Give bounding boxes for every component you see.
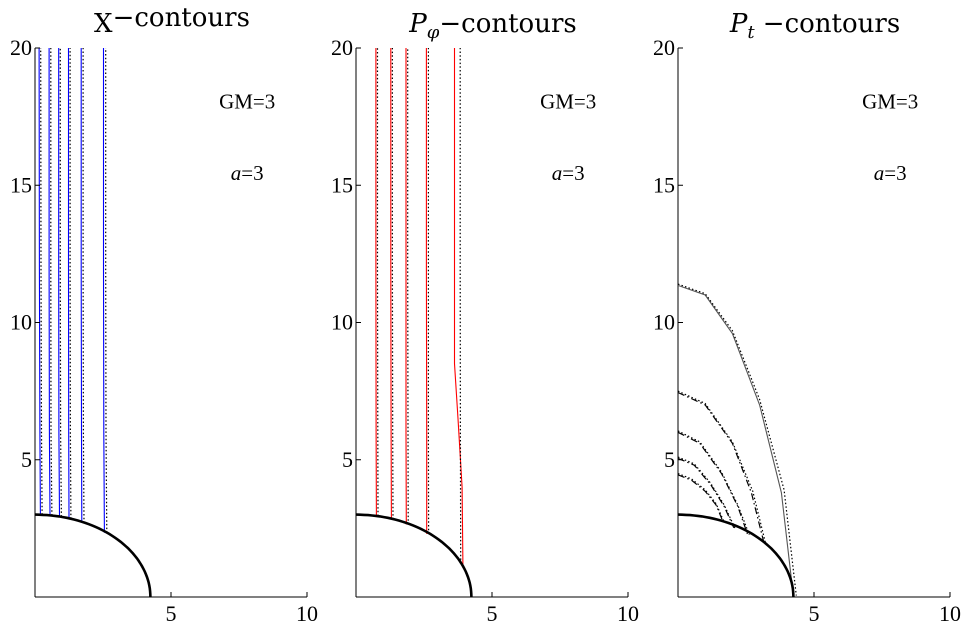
- plot-area: [355, 48, 628, 598]
- x-tick-label: 10: [296, 601, 318, 626]
- series-line-1: [40, 47, 43, 515]
- y-tick-label: 20: [331, 35, 353, 60]
- annotation-gm: GM=3: [540, 89, 596, 113]
- x-tick-label: 5: [809, 601, 820, 626]
- annotation-a: a=3: [874, 161, 907, 185]
- series-line-5: [677, 430, 750, 535]
- x-tick-label: 5: [166, 601, 177, 626]
- panel-title: Pφ−contours: [408, 9, 576, 43]
- x-axis-ticks: 5 10: [487, 592, 639, 626]
- annotation-gm: GM=3: [862, 89, 918, 113]
- series-line-4: [58, 48, 61, 517]
- y-axis-ticks: 5 10 15 20: [10, 35, 40, 472]
- annotation-gm: GM=3: [219, 89, 275, 113]
- x-tick-label: 10: [617, 601, 639, 626]
- series-line-2: [390, 48, 392, 520]
- series-line-0: [677, 474, 724, 522]
- series-line-2: [677, 457, 735, 529]
- series-line-8: [677, 284, 794, 596]
- panel-title: Pt −contours: [729, 9, 900, 43]
- y-tick-label: 20: [10, 35, 32, 60]
- horizon-curve: [677, 513, 795, 598]
- series-line-3: [50, 48, 53, 516]
- y-tick-label: 15: [653, 172, 675, 197]
- series-line-7: [677, 390, 767, 544]
- x-tick-label: 10: [939, 601, 961, 626]
- x-tick-label: 5: [487, 601, 498, 626]
- series-line-10: [102, 48, 105, 533]
- y-tick-label: 5: [342, 447, 353, 472]
- y-tick-label: 20: [653, 35, 675, 60]
- panel-title: X−contours: [94, 3, 250, 39]
- series-line-9: [677, 283, 797, 596]
- panel-pt-contours: Pt −contours 5 10 15 20 5 10 GM=3 a=3: [653, 9, 961, 626]
- series-line-3: [677, 456, 736, 529]
- horizon-curve: [34, 513, 152, 598]
- annotation-a: a=3: [552, 161, 585, 185]
- panel-x-contours: X−contours 5 10 15 20 5 10 GM=3 a=3: [10, 3, 318, 626]
- x-axis-ticks: 5 10: [809, 592, 961, 626]
- series-line-5: [59, 48, 62, 517]
- y-tick-label: 5: [664, 447, 675, 472]
- y-tick-label: 15: [10, 172, 32, 197]
- annotation-a: a=3: [231, 161, 264, 185]
- series-line-0: [375, 48, 377, 517]
- series-line-4: [677, 431, 748, 535]
- series-line-8: [453, 48, 464, 565]
- series-line-0: [38, 47, 41, 515]
- series-line-2: [48, 48, 51, 516]
- series-line-3: [391, 48, 394, 520]
- series-line-6: [67, 48, 70, 519]
- series-line-5: [407, 48, 409, 525]
- y-tick-label: 5: [21, 447, 32, 472]
- y-tick-label: 15: [331, 172, 353, 197]
- series-line-9: [82, 48, 85, 523]
- y-tick-label: 10: [653, 310, 675, 335]
- y-tick-label: 10: [10, 310, 32, 335]
- horizon-curve: [355, 513, 473, 598]
- y-axis-ticks: 5 10 15 20: [653, 35, 683, 472]
- y-axis-ticks: 5 10 15 20: [331, 35, 361, 472]
- plot-area: [677, 48, 950, 598]
- plot-area: [34, 47, 307, 598]
- panel-pphi-contours: Pφ−contours 5 10 15 20 5 10 GM=3 a=3: [331, 9, 639, 626]
- series-line-8: [80, 48, 83, 523]
- series-line-7: [69, 48, 72, 519]
- y-tick-label: 10: [331, 310, 353, 335]
- x-axis-ticks: 5 10: [166, 592, 318, 626]
- series-line-1: [677, 472, 725, 523]
- series-line-1: [376, 48, 379, 517]
- series-line-9: [459, 48, 462, 560]
- series-line-11: [105, 48, 108, 533]
